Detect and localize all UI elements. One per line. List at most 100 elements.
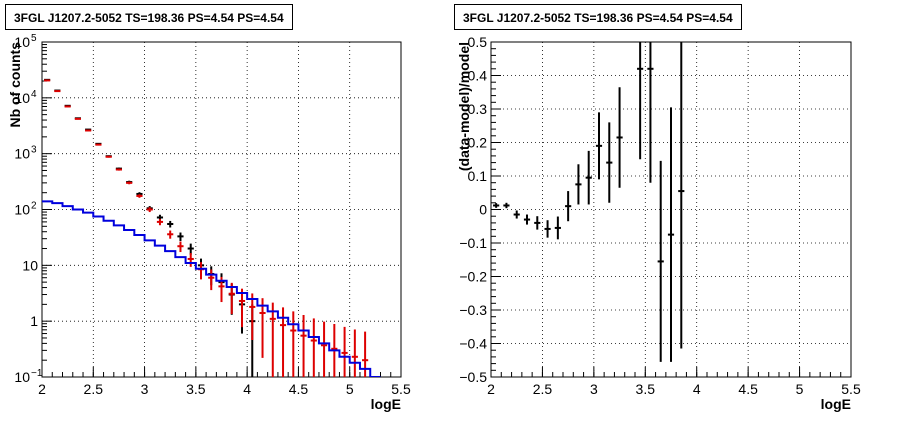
- data-point: [616, 87, 623, 188]
- data-point: [647, 42, 654, 183]
- model-step-line: [42, 200, 381, 377]
- data-point: [85, 129, 92, 132]
- y-tick-label: 0.2: [468, 135, 488, 151]
- y-tick-label: 0.3: [468, 101, 488, 117]
- x-tick-label: 3: [590, 381, 598, 397]
- y-tick-label: 0.5: [468, 34, 488, 50]
- y-tick-exponent: 3: [31, 145, 37, 156]
- data-point: [595, 112, 603, 180]
- data-point: [136, 194, 143, 198]
- data-point: [637, 42, 644, 160]
- data-point: [74, 117, 81, 120]
- x-tick-label: 2.5: [533, 381, 553, 397]
- data-point: [269, 302, 276, 377]
- data-point: [341, 326, 348, 377]
- data-point: [95, 143, 102, 146]
- x-tick-label: 4.5: [289, 381, 309, 397]
- x-tick-label: 2: [487, 381, 495, 397]
- x-tick-label: 4: [693, 381, 701, 397]
- data-point: [249, 293, 256, 340]
- x-tick-label: 5: [796, 381, 804, 397]
- data-point: [513, 210, 520, 219]
- data-point: [146, 207, 153, 213]
- data-point: [228, 282, 235, 315]
- data-point: [259, 298, 266, 358]
- y-tick-label: −0.2: [459, 269, 487, 285]
- x-tick-label: 5.5: [841, 381, 861, 397]
- x-axis-title: logE: [371, 396, 401, 412]
- data-point: [279, 307, 287, 377]
- data-point: [300, 314, 307, 377]
- data-point: [105, 155, 112, 158]
- data-point: [554, 216, 561, 240]
- data-point: [310, 318, 317, 377]
- data-point: [167, 230, 174, 239]
- y-tick-label: 0.1: [468, 168, 488, 184]
- y-tick-exponent: 5: [31, 33, 37, 44]
- data-point: [534, 216, 541, 230]
- x-tick-label: 5: [346, 381, 354, 397]
- y-axis-title: (data-model)/model: [456, 42, 472, 171]
- plot-frame: [41, 41, 402, 378]
- data-layer: [42, 78, 381, 377]
- x-axis-title: logE: [821, 396, 851, 412]
- x-tick-label: 4: [243, 381, 251, 397]
- right-panel-title: 3FGL J1207.2-5052 TS=198.36 PS=4.54 PS=4…: [454, 4, 742, 30]
- data-point: [320, 321, 328, 377]
- data-point: [606, 122, 613, 203]
- data-point: [523, 214, 531, 225]
- data-point: [64, 105, 71, 108]
- y-tick-label: 10: [14, 369, 30, 385]
- x-tick-label: 2.5: [84, 381, 104, 397]
- data-point: [238, 288, 246, 328]
- data-point: [544, 220, 551, 238]
- data-point: [351, 329, 358, 377]
- data-point: [177, 232, 184, 241]
- data-point: [362, 331, 369, 377]
- x-tick-label: 4.5: [738, 381, 758, 397]
- y-tick-label: −0.3: [459, 302, 487, 318]
- data-point: [187, 253, 194, 267]
- data-point: [187, 243, 194, 255]
- y-tick-exponent: 4: [31, 89, 37, 100]
- panel-2: 2 2.5 3 3.5 4 4.5 5 5.5 −0.5 −0.4 −0.3 −0.2 −0.1 0 0.1…: [456, 34, 861, 412]
- x-tick-label: 3.5: [636, 381, 656, 397]
- y-tick-label: 10: [14, 146, 30, 162]
- y-tick-label: 1: [30, 313, 38, 329]
- x-tick-label: 3.5: [186, 381, 206, 397]
- y-tick-label: 0.4: [468, 68, 488, 84]
- data-point: [657, 160, 664, 362]
- data-point: [678, 42, 685, 349]
- data-point: [585, 150, 592, 205]
- y-tick-label: −0.1: [459, 235, 487, 251]
- y-axis-title: Nb of counts: [7, 42, 23, 128]
- data-point: [503, 202, 510, 209]
- y-tick-label: 10: [22, 257, 38, 273]
- x-tick-label: 3: [141, 381, 149, 397]
- x-tick-label: 2: [38, 381, 46, 397]
- y-tick-label: 0: [479, 202, 487, 218]
- data-point: [565, 191, 572, 222]
- y-tick-exponent: −1: [31, 368, 43, 379]
- y-tick-label: 10: [14, 90, 30, 106]
- data-point: [290, 311, 297, 377]
- data-point: [208, 269, 215, 291]
- x-tick-label: 5.5: [391, 381, 411, 397]
- left-panel-title: 3FGL J1207.2-5052 TS=198.36 PS=4.54 PS=4…: [5, 4, 293, 30]
- data-point: [667, 107, 675, 362]
- data-point: [126, 181, 133, 185]
- data-point: [575, 164, 582, 205]
- data-layer: [493, 42, 685, 362]
- data-point: [177, 241, 184, 253]
- y-tick-label: 10: [14, 34, 30, 50]
- data-point: [167, 220, 174, 228]
- y-tick-label: −0.4: [459, 336, 487, 352]
- y-tick-label: 10: [14, 202, 30, 218]
- data-point: [115, 168, 123, 171]
- data-point: [493, 203, 500, 208]
- y-tick-label: −0.5: [459, 369, 487, 385]
- y-tick-exponent: 2: [31, 201, 37, 212]
- data-point: [156, 218, 164, 226]
